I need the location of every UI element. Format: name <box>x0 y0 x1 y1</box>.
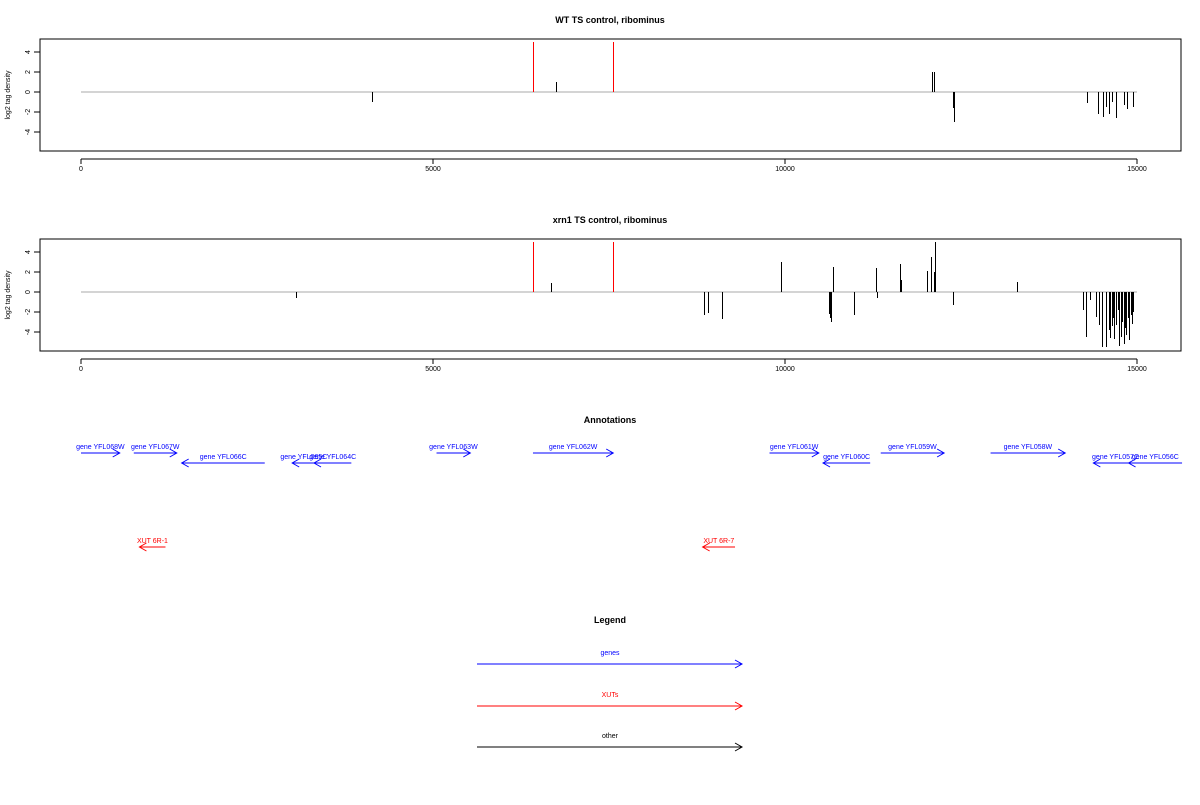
x-tick-label: 10000 <box>775 366 795 373</box>
gene-arrow: gene YFL068W <box>76 444 125 458</box>
y-tick-label: -4 <box>25 129 32 135</box>
feature-label: gene YFL059W <box>888 444 937 451</box>
xrn1-panel-title: xrn1 TS control, ribominus <box>553 215 668 225</box>
xrn1-bars <box>296 242 1134 347</box>
feature-label: gene YFL068W <box>76 444 125 451</box>
legend-entry-label: other <box>602 733 619 740</box>
gene-arrow: gene YFL065C <box>280 454 327 468</box>
y-tick-label: 4 <box>25 50 32 54</box>
gene-arrow: gene YFL060C <box>822 454 871 468</box>
gene-arrow: gene YFL064C <box>309 454 356 468</box>
legend-entry-label: XUTs <box>602 692 619 699</box>
feature-label: gene YFL065C <box>280 454 327 461</box>
legend-entry-label: genes <box>600 650 620 657</box>
gene-arrow: gene YFL061W <box>769 444 820 458</box>
y-tick-label: 2 <box>25 70 32 74</box>
xut-arrow: XUT 6R-1 <box>137 538 168 552</box>
y-tick-label: 0 <box>25 290 32 294</box>
annotations-track: Annotations gene YFL068W gene YFL067Wgene… <box>76 415 1183 552</box>
wt-panel-title: WT TS control, ribominus <box>555 15 665 25</box>
wt-panel: WT TS control, ribominus log2 tag densit… <box>5 15 1182 173</box>
feature-label: gene YFL056C <box>1132 454 1179 461</box>
annotations-title: Annotations <box>584 415 637 425</box>
x-tick-label: 0 <box>79 366 83 373</box>
feature-label: XUT 6R-1 <box>137 538 168 545</box>
feature-label: gene YFL062W <box>549 444 598 451</box>
x-tick-label: 5000 <box>425 366 441 373</box>
feature-label: XUT 6R-7 <box>703 538 734 545</box>
gene-arrow: gene YFL059W <box>880 444 946 458</box>
gene-arrow: gene YFL062W <box>532 444 615 458</box>
feature-label: gene YFL058W <box>1004 444 1053 451</box>
xrn1-panel: xrn1 TS control, ribominus log2 tag dens… <box>5 215 1182 373</box>
x-tick-label: 0 <box>79 166 83 173</box>
x-tick-label: 10000 <box>775 166 795 173</box>
y-tick-label: 4 <box>25 250 32 254</box>
wt-bars <box>372 42 1134 122</box>
gene-arrow: gene YFL058W <box>990 444 1067 458</box>
feature-label: gene YFL063W <box>429 444 478 451</box>
x-tick-label: 15000 <box>1127 166 1147 173</box>
gene-arrow: gene YFL056C <box>1127 454 1183 468</box>
y-tick-label: -2 <box>25 109 32 115</box>
gene-arrow: gene YFL063W <box>429 444 478 458</box>
legend-entry-arrow: XUTs <box>477 692 744 711</box>
wt-x-axis: 0 5000 10000 15000 <box>79 158 1147 173</box>
feature-label: gene YFL057C <box>1092 454 1139 461</box>
feature-label: gene YFL060C <box>823 454 870 461</box>
legend: Legend genes XUTs other <box>477 615 744 752</box>
legend-entry-arrow: other <box>477 733 744 752</box>
xrn1-plot-frame <box>39 238 1182 352</box>
y-tick-label: -2 <box>25 309 32 315</box>
gene-arrow: gene YFL066C <box>180 454 265 468</box>
y-tick-label: 2 <box>25 270 32 274</box>
feature-label: gene YFL064C <box>309 454 356 461</box>
xrn1-y-axis-label: log2 tag density <box>5 270 12 320</box>
xrn1-y-axis: 4 2 0 -2 -4 <box>25 250 41 335</box>
feature-label: gene YFL061W <box>770 444 819 451</box>
legend-entries: genes XUTs other <box>477 650 744 752</box>
legend-entry-arrow: genes <box>477 650 744 669</box>
feature-label: gene YFL067W <box>131 444 180 451</box>
xut-arrow: XUT 6R-7 <box>701 538 736 552</box>
wt-y-axis: 4 2 0 -2 -4 <box>25 50 41 135</box>
wt-plot-frame <box>39 38 1182 152</box>
wt-y-axis-label: log2 tag density <box>5 70 12 120</box>
feature-label: gene YFL066C <box>200 454 247 461</box>
legend-title: Legend <box>594 615 626 625</box>
y-tick-label: -4 <box>25 329 32 335</box>
x-tick-label: 15000 <box>1127 366 1147 373</box>
annotation-features: gene YFL068W gene YFL067W gene YFL066C gene… <box>76 444 1183 552</box>
gene-arrow: gene YFL067W <box>131 444 180 458</box>
y-tick-label: 0 <box>25 90 32 94</box>
x-tick-label: 5000 <box>425 166 441 173</box>
xrn1-x-axis: 0 5000 10000 15000 <box>79 358 1147 373</box>
